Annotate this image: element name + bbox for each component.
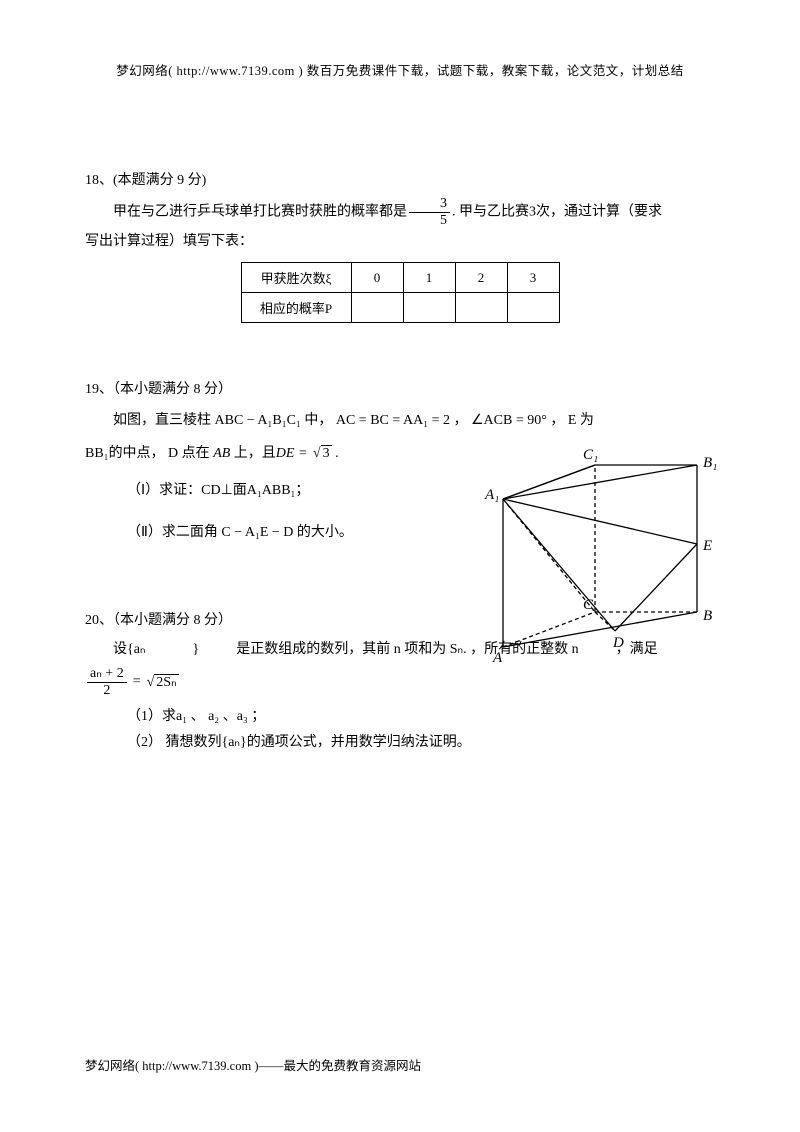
q19-l2-a: BB₁	[85, 446, 109, 461]
prism-diagram: A B C D E A₁ B₁ C₁	[475, 437, 725, 667]
q18-body: 甲在与乙进行乒乓球单打比赛时获胜的概率都是35. 甲与乙比赛3次，通过计算（要求	[85, 197, 715, 228]
table-cell: 3	[507, 263, 559, 293]
q19-l2-g: .	[332, 446, 339, 461]
q18-table: 甲获胜次数ξ 0 1 2 3 相应的概率P	[241, 262, 560, 323]
table-row: 相应的概率P	[241, 293, 559, 323]
label-A1: A₁	[484, 487, 499, 503]
q19-l1-b: ABC − A₁B₁C₁	[215, 413, 301, 428]
q20-sub1: （1）求a₁ 、 a₂ 、a₃ ；	[85, 704, 715, 731]
q20-sub2: （2） 猜想数列{aₙ}的通项公式，并用数学归纳法证明。	[85, 730, 715, 757]
table-cell: 1	[403, 263, 455, 293]
eq-num: aₙ + 2	[87, 667, 127, 683]
q19-l1-e: ，	[453, 413, 467, 428]
table-cell: 0	[351, 263, 403, 293]
sqrt-icon: 3	[311, 437, 332, 471]
q20-l1-a: 设{aₙ	[113, 642, 146, 657]
question-18: 18、(本题满分 9 分) 甲在与乙进行乒乓球单打比赛时获胜的概率都是35. 甲…	[85, 169, 715, 323]
q19-line2: BB₁的中点， D 点在 AB 上，且DE = 3 .	[85, 437, 445, 471]
table-cell	[403, 293, 455, 323]
table-cell	[507, 293, 559, 323]
q19-l2-d: 上，且	[230, 446, 276, 461]
q18-fraction: 35	[409, 197, 450, 228]
eq-frac: aₙ + 2 2	[87, 667, 127, 698]
label-E: E	[702, 538, 712, 554]
page-header: 梦幻网络( http://www.7139.com ) 数百万免费课件下载，试题…	[85, 60, 715, 79]
q19-l1-g: ， E 为	[550, 413, 594, 428]
q19-layout: BB₁的中点， D 点在 AB 上，且DE = 3 . （Ⅰ）求证：CD⊥面A₁…	[85, 437, 715, 555]
sqrt-rad: 3	[321, 445, 332, 461]
table-cell: 2	[455, 263, 507, 293]
table-cell	[455, 293, 507, 323]
eq-den: 2	[87, 683, 127, 698]
label-C: C	[583, 597, 594, 613]
q18-text-b: . 甲与乙比赛3次，通过计算（要求	[452, 205, 662, 220]
frac-den: 5	[409, 213, 450, 228]
question-19: 19、（本小题满分 8 分） 如图，直三棱柱 ABC − A₁B₁C₁ 中， A…	[85, 378, 715, 554]
q18-text-c: 写出计算过程）填写下表：	[85, 228, 715, 256]
frac-num: 3	[409, 197, 450, 213]
q19-text-block: BB₁的中点， D 点在 AB 上，且DE = 3 . （Ⅰ）求证：CD⊥面A₁…	[85, 437, 445, 555]
eq-rad: 2Sₙ	[154, 674, 178, 690]
label-C1: C₁	[583, 447, 598, 463]
q19-l1-d: AC = BC = AA₁ = 2	[336, 413, 450, 428]
q18-text-a: 甲在与乙进行乒乓球单打比赛时获胜的概率都是	[113, 205, 407, 220]
eq-eq: =	[133, 674, 141, 690]
q19-l2-c: AB	[213, 446, 230, 461]
q19-l2-b: 的中点， D 点在	[109, 446, 214, 461]
q20-l1-b: }	[193, 642, 200, 657]
table-cell	[351, 293, 403, 323]
sqrt-icon: 2Sₙ	[145, 674, 179, 691]
q19-l1-f: ∠ACB = 90°	[471, 413, 547, 428]
page-footer: 梦幻网络( http://www.7139.com )——最大的免费教育资源网站	[85, 1055, 421, 1074]
q19-title: 19、（本小题满分 8 分）	[85, 378, 715, 398]
q19-part1: （Ⅰ）求证：CD⊥面A₁ABB₁；	[85, 470, 445, 512]
q19-part2: （Ⅱ）求二面角 C − A₁E − D 的大小。	[85, 512, 445, 554]
q19-l2-e: DE =	[276, 446, 311, 461]
table-row: 甲获胜次数ξ 0 1 2 3	[241, 263, 559, 293]
q19-l1-a: 如图，直三棱柱	[113, 413, 211, 428]
row1-label: 甲获胜次数ξ	[241, 263, 351, 293]
label-A: A	[492, 650, 503, 666]
q20-equation: aₙ + 2 2 = 2Sₙ	[85, 667, 179, 698]
row2-label: 相应的概率P	[241, 293, 351, 323]
label-B: B	[703, 608, 712, 624]
q19-line1: 如图，直三棱柱 ABC − A₁B₁C₁ 中， AC = BC = AA₁ = …	[85, 406, 715, 437]
q19-l1-c: 中，	[304, 413, 332, 428]
label-B1: B₁	[703, 455, 717, 471]
label-D: D	[612, 635, 624, 651]
q18-title: 18、(本题满分 9 分)	[85, 169, 715, 189]
